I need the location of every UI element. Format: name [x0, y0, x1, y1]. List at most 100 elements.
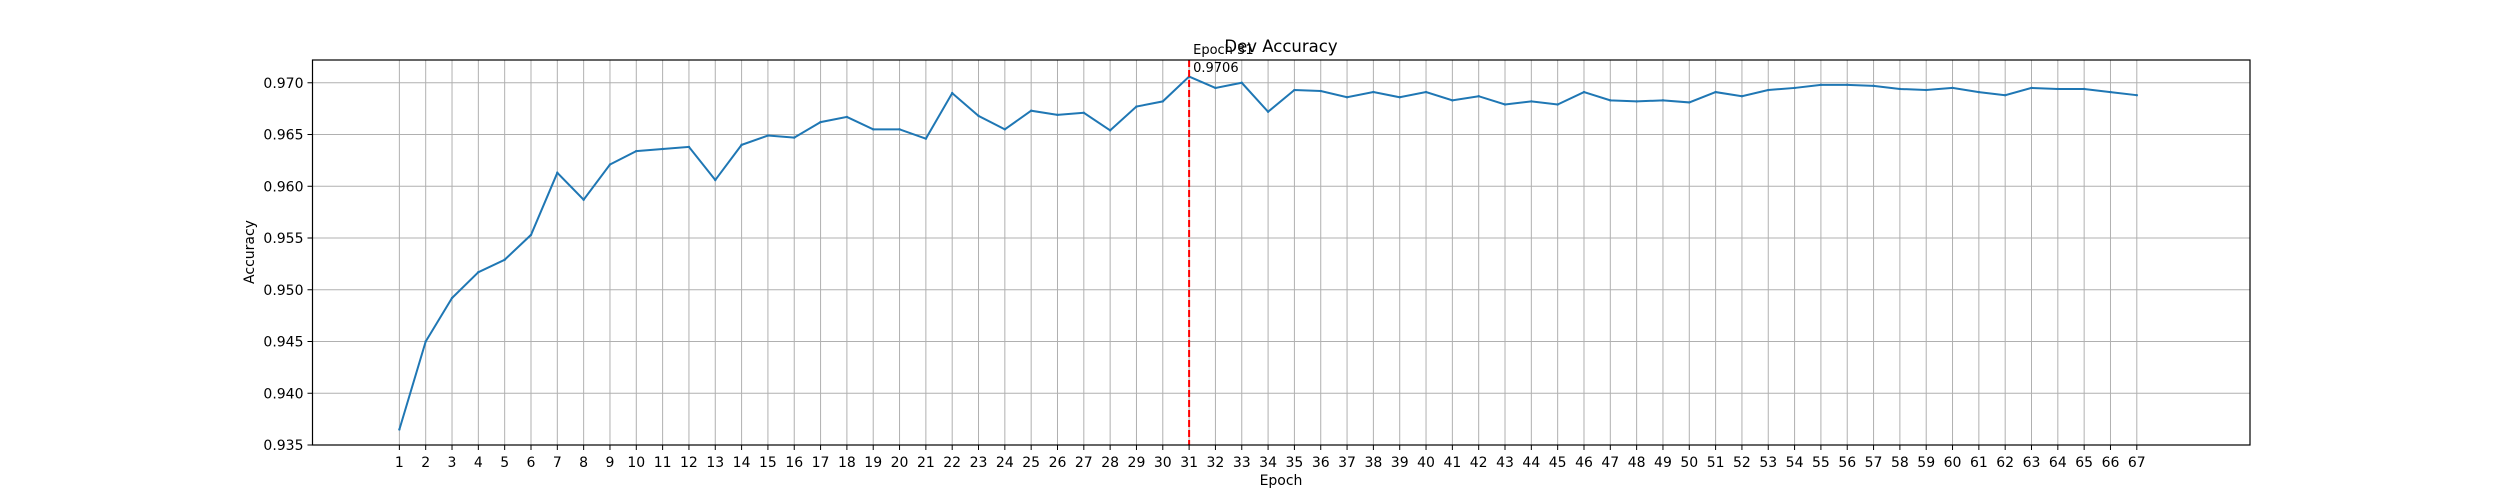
- x-tick-label: 24: [996, 455, 1014, 471]
- data-point: [1108, 129, 1112, 132]
- x-tick-label: 2: [421, 455, 430, 471]
- x-tick-label: 57: [1865, 455, 1883, 471]
- data-point: [872, 128, 875, 131]
- data-point: [1056, 113, 1059, 117]
- x-tick-label: 63: [2023, 455, 2041, 471]
- data-point: [1293, 88, 1296, 92]
- data-point: [714, 178, 717, 182]
- x-tick-label: 52: [1733, 455, 1751, 471]
- x-tick-label: 49: [1654, 455, 1672, 471]
- x-tick-label: 19: [864, 455, 882, 471]
- x-tick-label: 23: [970, 455, 988, 471]
- data-point: [477, 270, 480, 274]
- x-tick-label: 17: [812, 455, 830, 471]
- x-tick-label: 6: [527, 455, 536, 471]
- data-point: [845, 115, 849, 119]
- x-tick-label: 42: [1470, 455, 1488, 471]
- data-point: [529, 233, 533, 237]
- data-point: [2082, 87, 2086, 91]
- data-point: [1372, 90, 1375, 94]
- data-point: [1977, 90, 1981, 94]
- x-tick-label: 1: [395, 455, 404, 471]
- data-point: [793, 136, 796, 139]
- y-tick-label: 0.970: [263, 76, 303, 92]
- x-tick-label: 61: [1970, 455, 1988, 471]
- x-tick-label: 44: [1522, 455, 1540, 471]
- data-point: [1266, 110, 1270, 113]
- x-tick-label: 38: [1364, 455, 1382, 471]
- x-tick-label: 7: [553, 455, 562, 471]
- x-tick-label: 11: [654, 455, 672, 471]
- data-point: [582, 198, 585, 201]
- data-point: [1214, 86, 1217, 90]
- x-tick-label: 28: [1101, 455, 1119, 471]
- data-point: [687, 145, 691, 149]
- x-tick-label: 36: [1312, 455, 1330, 471]
- data-point: [1846, 83, 1849, 87]
- series-group: [398, 75, 2139, 431]
- x-tick-label: 26: [1049, 455, 1067, 471]
- annotation-epoch-label: Epoch 31: [1193, 43, 1253, 58]
- data-point: [450, 296, 454, 300]
- x-tick-label: 34: [1259, 455, 1277, 471]
- y-tick-label: 0.940: [263, 386, 303, 402]
- data-point: [2135, 93, 2139, 97]
- annotation-value-label: 0.9706: [1193, 61, 1239, 76]
- data-point: [1635, 100, 1638, 103]
- data-point: [1793, 86, 1796, 90]
- x-tick-label: 14: [733, 455, 751, 471]
- x-tick-label: 66: [2102, 455, 2120, 471]
- data-point: [635, 149, 638, 153]
- data-point: [424, 340, 427, 343]
- x-tick-label: 50: [1680, 455, 1698, 471]
- x-tick-label: 60: [1944, 455, 1962, 471]
- x-tick-label: 35: [1285, 455, 1303, 471]
- y-tick-label: 0.965: [263, 128, 303, 144]
- x-axis-label: Epoch: [1260, 473, 1303, 489]
- data-point: [819, 120, 822, 124]
- data-point: [1082, 111, 1086, 114]
- x-tick-label: 43: [1496, 455, 1514, 471]
- x-tick-label: 39: [1391, 455, 1409, 471]
- x-tick-label: 58: [1891, 455, 1909, 471]
- x-tick-label: 4: [474, 455, 483, 471]
- x-tick-label: 12: [680, 455, 698, 471]
- x-tick-label: 18: [838, 455, 856, 471]
- data-point: [1240, 81, 1243, 84]
- x-tick-label: 64: [2049, 455, 2067, 471]
- data-point: [1898, 87, 1902, 91]
- x-axis-ticks: 1 2 3 4 5 6 7 8 9 10 11 12 13 14 15 16 17 18 19 20 21 22 23 24 2…: [395, 445, 2146, 471]
- x-tick-label: 13: [706, 455, 724, 471]
- data-point: [503, 258, 506, 261]
- y-axis-ticks: 0.935 0.940 0.945 0.950 0.955 0.960 0.965 0.970: [263, 76, 313, 454]
- x-tick-label: 45: [1549, 455, 1567, 471]
- data-point: [398, 428, 401, 431]
- data-point: [1135, 105, 1138, 108]
- data-point: [1951, 86, 1954, 90]
- data-point: [1530, 100, 1533, 103]
- y-tick-label: 0.935: [263, 438, 303, 454]
- x-tick-label: 3: [448, 455, 457, 471]
- data-point: [661, 147, 664, 151]
- data-point: [556, 171, 559, 175]
- x-tick-label: 54: [1786, 455, 1804, 471]
- y-tick-label: 0.950: [263, 283, 303, 299]
- y-tick-label: 0.945: [263, 335, 303, 351]
- y-tick-label: 0.955: [263, 231, 303, 247]
- x-tick-label: 67: [2128, 455, 2146, 471]
- y-axis-label: Accuracy: [242, 220, 258, 284]
- chart-title: Dev Accuracy: [1224, 37, 1337, 56]
- data-point: [1003, 128, 1007, 131]
- x-tick-label: 53: [1759, 455, 1777, 471]
- x-tick-label: 37: [1338, 455, 1356, 471]
- data-point: [1477, 95, 1480, 98]
- data-point: [1451, 99, 1454, 102]
- x-tick-label: 9: [606, 455, 615, 471]
- data-point: [1424, 90, 1428, 94]
- x-tick-label: 65: [2075, 455, 2093, 471]
- y-tick-label: 0.960: [263, 179, 303, 195]
- data-point: [1714, 90, 1717, 94]
- x-tick-label: 33: [1233, 455, 1251, 471]
- data-point: [1688, 101, 1691, 104]
